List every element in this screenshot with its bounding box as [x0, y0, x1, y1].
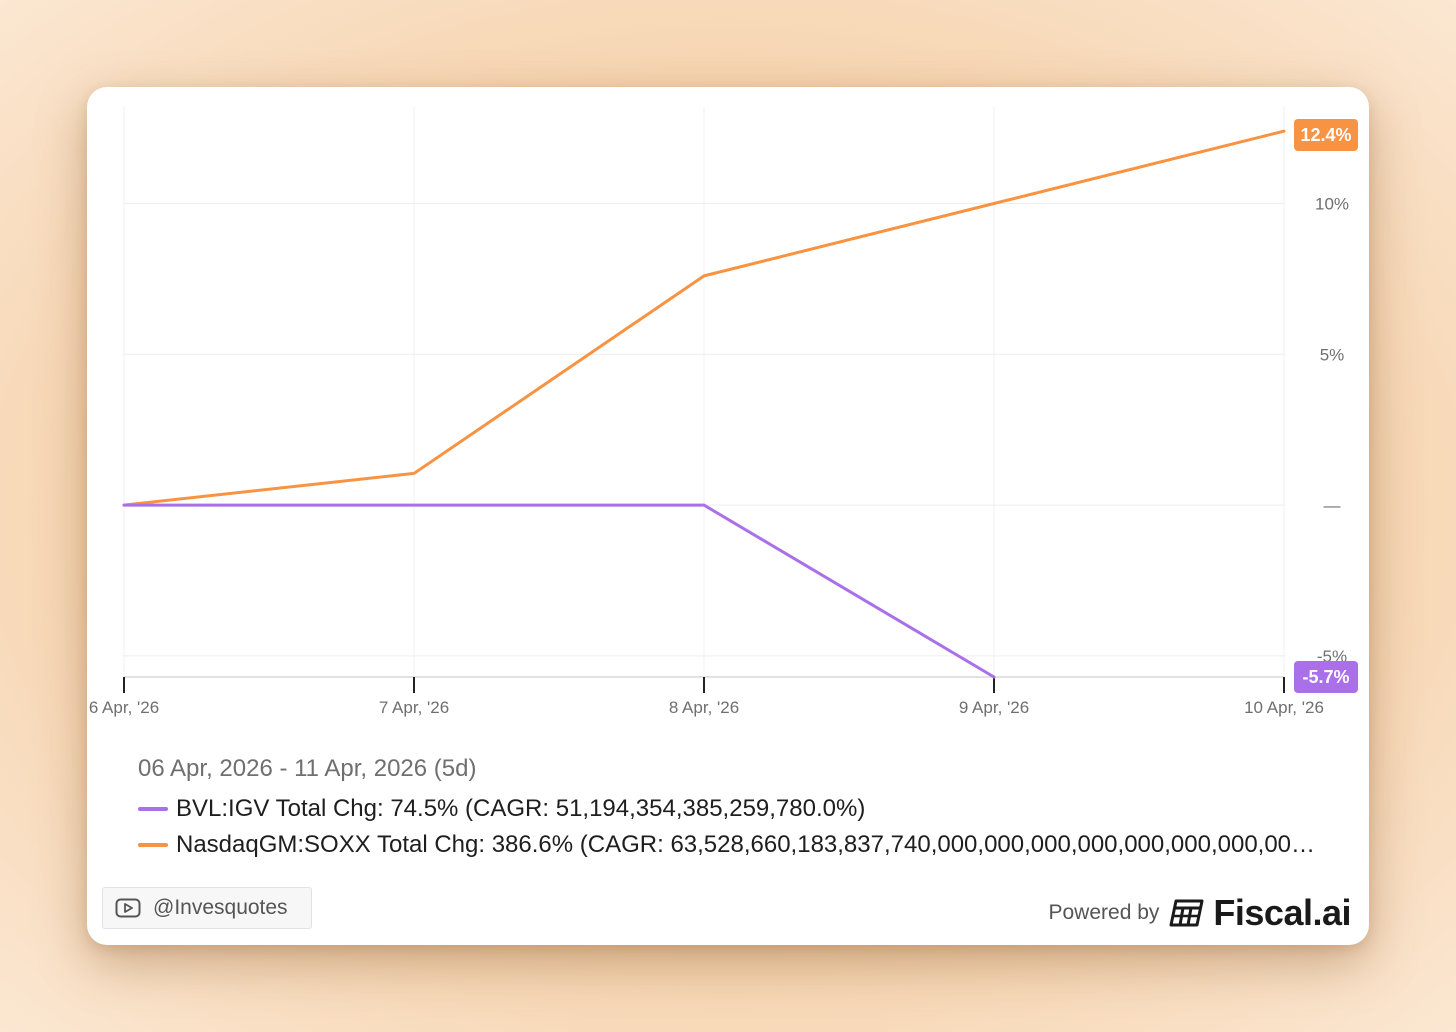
watermark-badge[interactable]: @Invesquotes — [102, 887, 312, 929]
x-tick-label: 7 Apr, '26 — [379, 698, 449, 717]
series-line-nasdaqgm-soxx[interactable] — [122, 129, 1286, 507]
y-tick-label: — — [1324, 496, 1341, 515]
x-tick-label: 8 Apr, '26 — [669, 698, 739, 717]
legend-swatch-soxx — [138, 843, 168, 847]
legend-label-igv: BVL:IGV Total Chg: 74.5% (CAGR: 51,194,3… — [176, 795, 866, 822]
end-value-label: 12.4% — [1300, 125, 1351, 145]
end-value-label: -5.7% — [1302, 667, 1349, 687]
legend-item-soxx[interactable]: NasdaqGM:SOXX Total Chg: 386.6% (CAGR: 6… — [138, 829, 1328, 861]
x-tick-label: 10 Apr, '26 — [1244, 698, 1324, 717]
powered-by[interactable]: Powered by Fiscal.ai — [1049, 892, 1352, 934]
chart-card: 10% 5% — -5% 6 Apr, '26 7 Apr, '26 8 Apr, '26 9… — [87, 87, 1369, 945]
end-value-badge — [1294, 661, 1358, 693]
y-tick-label: 10% — [1315, 195, 1349, 214]
youtube-icon — [115, 898, 141, 918]
date-range: 06 Apr, 2026 - 11 Apr, 2026 (5d) — [138, 755, 477, 782]
end-value-badge — [1294, 119, 1358, 151]
legend-item-igv[interactable]: BVL:IGV Total Chg: 74.5% (CAGR: 51,194,3… — [138, 793, 1328, 825]
legend-swatch-igv — [138, 807, 168, 811]
line-chart: 10%5%—-5%6 Apr, '26 7 Apr, '26 8 Apr, '26 9… — [89, 107, 1358, 717]
fiscal-logo-icon — [1169, 899, 1204, 927]
series-line-bvl-igv[interactable] — [122, 503, 996, 679]
x-tick-label: 9 Apr, '26 — [959, 698, 1029, 717]
legend-label-soxx: NasdaqGM:SOXX Total Chg: 386.6% (CAGR: 6… — [176, 831, 1328, 858]
x-tick-label: 6 Apr, '26 — [89, 698, 159, 717]
powered-by-label: Powered by — [1048, 901, 1160, 924]
y-tick-label: 5% — [1320, 345, 1345, 364]
watermark-text: @Invesquotes — [153, 896, 288, 919]
brand-name: Fiscal.ai — [1213, 892, 1351, 933]
